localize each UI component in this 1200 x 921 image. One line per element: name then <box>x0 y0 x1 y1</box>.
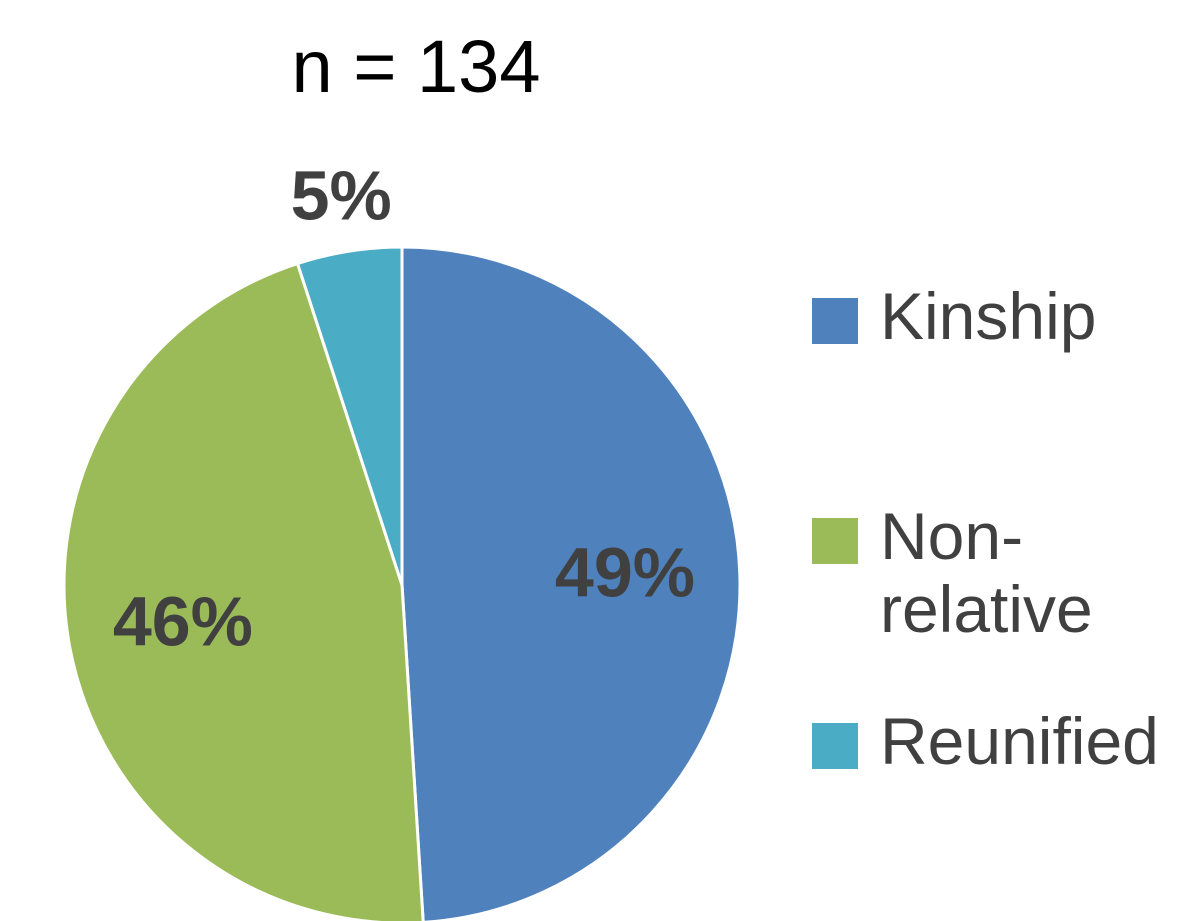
legend-item: Reunified <box>812 705 1180 778</box>
legend-label: Non-relative <box>880 499 1093 646</box>
legend-item: Non-relative <box>812 500 1180 645</box>
pie-slice <box>295 245 404 586</box>
legend-label: Kinship <box>880 279 1097 353</box>
legend-swatch <box>812 518 858 564</box>
legend-label: Reunified <box>880 704 1159 778</box>
data-label: 49% <box>555 533 695 611</box>
data-label: 46% <box>113 582 253 660</box>
chart-subtitle: n = 134 <box>291 25 541 108</box>
pie-slice <box>400 245 742 921</box>
legend-swatch <box>812 723 858 769</box>
legend-swatch <box>812 298 858 344</box>
data-label: 5% <box>291 157 392 235</box>
legend-item: Kinship <box>812 280 1180 353</box>
pie-slice <box>62 261 425 921</box>
